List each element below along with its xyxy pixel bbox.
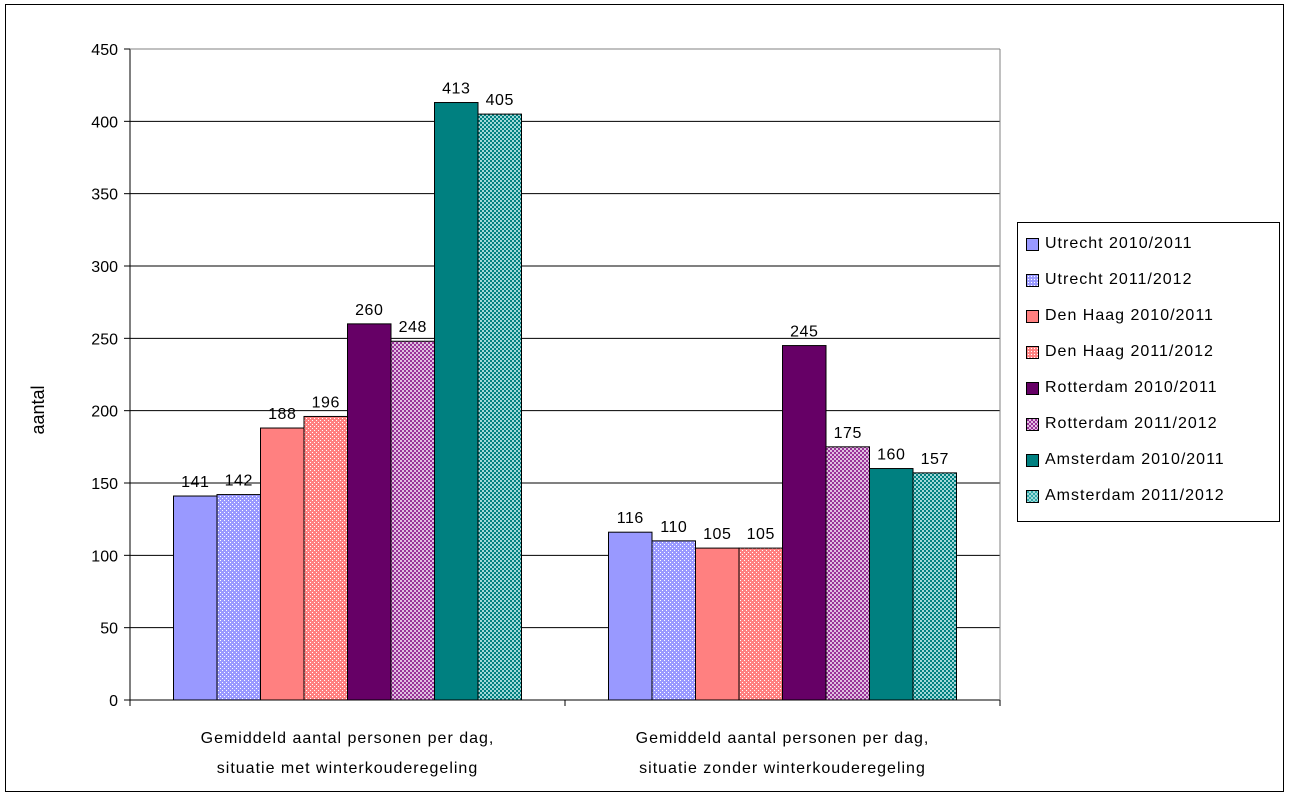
data-label: 196	[312, 394, 340, 411]
y-axis-title: aantal	[28, 385, 48, 434]
bar	[434, 102, 479, 701]
legend-item: Den Haag 2011/2012	[1026, 342, 1214, 362]
data-label: 245	[790, 324, 818, 341]
y-tick-label: 300	[91, 259, 118, 276]
y-tick-label: 250	[91, 331, 118, 348]
bar	[260, 427, 305, 701]
y-tick-label: 450	[91, 42, 118, 59]
y-tick-label: 0	[109, 693, 118, 710]
legend-swatch	[1026, 237, 1039, 251]
data-label: 405	[486, 92, 514, 109]
legend-swatch	[1026, 489, 1039, 503]
legend-label: Utrecht 2010/2011	[1045, 235, 1193, 252]
data-label: 188	[268, 406, 296, 423]
legend-swatch	[1026, 381, 1039, 395]
legend-swatch	[1026, 345, 1039, 359]
legend-swatch	[1026, 453, 1039, 467]
x-category-label: Gemiddeld aantal personen per dag,	[201, 730, 495, 747]
x-category-label: situatie zonder winterkouderegeling	[639, 760, 926, 777]
data-label: 110	[660, 519, 687, 536]
data-labels: 141 142 188 196 260 248 413 405 116 110 105 105 245 1…	[181, 81, 949, 544]
bar	[651, 540, 696, 701]
legend-item: Utrecht 2010/2011	[1026, 234, 1192, 254]
data-label: 160	[877, 447, 905, 464]
data-label: 413	[442, 81, 470, 98]
y-tick-label: 200	[91, 404, 118, 421]
bar	[608, 531, 653, 701]
bar	[303, 415, 348, 701]
legend-item: Rotterdam 2011/2012	[1026, 414, 1218, 434]
bar	[173, 495, 218, 701]
legend-swatch	[1026, 417, 1039, 431]
legend-label: Rotterdam 2011/2012	[1045, 415, 1218, 432]
y-tick-label: 150	[91, 476, 118, 493]
y-tick-label: 100	[91, 548, 118, 565]
data-label: 157	[921, 451, 949, 468]
legend-label: Amsterdam 2010/2011	[1045, 451, 1225, 468]
y-tick-label: 50	[100, 621, 118, 638]
data-label: 248	[399, 319, 427, 336]
data-label: 105	[703, 526, 731, 543]
legend-item: Amsterdam 2010/2011	[1026, 450, 1225, 470]
bars	[173, 102, 957, 701]
data-label: 142	[225, 473, 253, 490]
data-label: 116	[617, 510, 644, 527]
data-label: 141	[181, 474, 209, 491]
legend-label: Den Haag 2010/2011	[1045, 307, 1214, 324]
legend-swatch	[1026, 273, 1039, 287]
bar	[738, 547, 783, 701]
legend-item: Utrecht 2011/2012	[1026, 270, 1192, 290]
y-tick-label: 400	[91, 114, 118, 131]
legend: Utrecht 2010/2011 Utrecht 2011/2012 Den Ha…	[1017, 222, 1280, 522]
x-category-label: situatie met winterkouderegeling	[217, 760, 478, 777]
bar	[782, 345, 827, 701]
bar	[216, 494, 261, 701]
bar	[869, 468, 914, 701]
y-tick-label: 350	[91, 187, 118, 204]
legend-item: Den Haag 2010/2011	[1026, 306, 1214, 326]
bar	[390, 340, 435, 701]
data-label: 260	[355, 302, 383, 319]
x-category-label: Gemiddeld aantal personen per dag,	[636, 730, 930, 747]
axes: 0 50 100 150 200 250 300 350 400 450 Gemiddeld aan…	[91, 42, 1001, 777]
data-label: 175	[834, 425, 862, 442]
legend-item: Rotterdam 2010/2011	[1026, 378, 1218, 398]
legend-item: Amsterdam 2011/2012	[1026, 486, 1225, 506]
data-label: 105	[747, 526, 775, 543]
bar	[347, 323, 392, 701]
legend-swatch	[1026, 309, 1039, 323]
bar	[825, 446, 870, 701]
bar	[695, 547, 740, 701]
legend-label: Amsterdam 2011/2012	[1045, 487, 1225, 504]
bar	[477, 113, 522, 701]
legend-label: Utrecht 2011/2012	[1045, 271, 1193, 288]
legend-label: Den Haag 2011/2012	[1045, 343, 1214, 360]
bar	[912, 472, 957, 701]
legend-label: Rotterdam 2010/2011	[1045, 379, 1218, 396]
